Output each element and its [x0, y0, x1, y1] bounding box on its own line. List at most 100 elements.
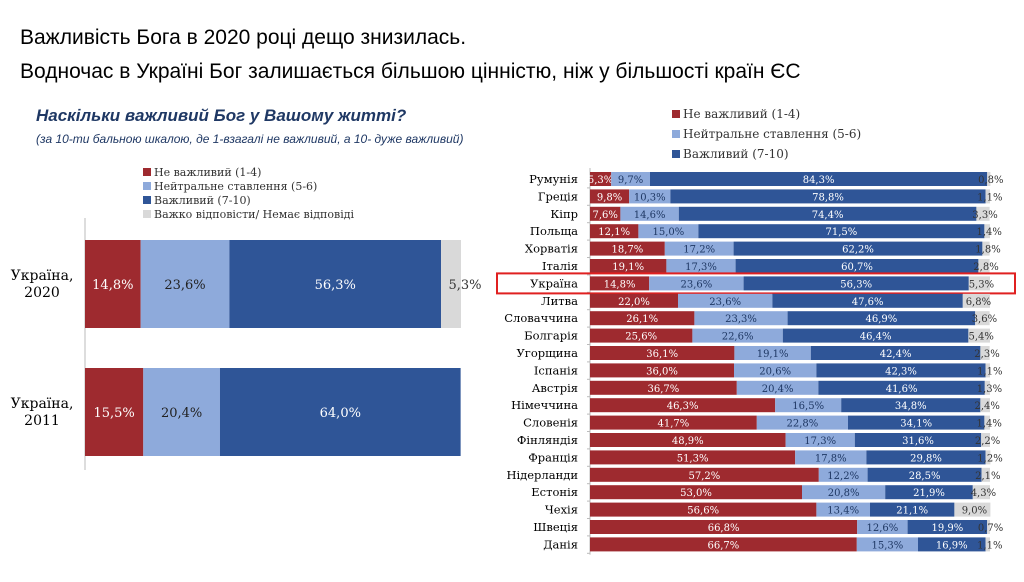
legend-item: Нейтральне ставлення (5-6): [143, 180, 354, 194]
data-label: 6,8%: [966, 297, 991, 308]
bar-segment: [857, 520, 908, 534]
data-label: 12,1%: [598, 227, 630, 238]
bar-segment: [649, 276, 744, 291]
legend-swatch: [143, 168, 151, 176]
bar-segment: [976, 206, 990, 221]
data-label: 17,2%: [683, 245, 715, 256]
bar-segment: [985, 363, 990, 378]
data-label: 20,4%: [161, 406, 202, 421]
data-label: 21,1%: [896, 506, 928, 517]
data-label: 56,3%: [315, 278, 356, 293]
category-label: Данія: [543, 537, 578, 551]
data-label: 23,6%: [164, 278, 205, 293]
bar-segment: [785, 433, 855, 447]
bar-segment: [980, 346, 990, 360]
data-label: 46,9%: [866, 314, 898, 325]
legend-item: Нейтральне ставлення (5-6): [672, 124, 861, 144]
category-label: Нідерланди: [506, 468, 578, 482]
data-label: 66,8%: [708, 523, 740, 534]
bar-segment: [620, 206, 679, 221]
data-label: 23,6%: [681, 279, 713, 290]
legend-swatch: [143, 210, 151, 218]
bar-segment: [590, 520, 858, 534]
bar-segment: [782, 328, 969, 343]
data-label: 56,6%: [687, 506, 719, 517]
legend-label: Важливий (7-10): [154, 194, 251, 207]
bar-segment: [854, 433, 982, 447]
category-label: Польща: [530, 224, 578, 238]
data-label: 1,1%: [977, 366, 1002, 377]
highlight-box: [496, 272, 1016, 295]
category-label: Італія: [542, 259, 578, 273]
bar-segment: [734, 363, 817, 378]
bar-segment: [590, 293, 678, 308]
data-label: 47,6%: [852, 297, 884, 308]
data-label: 28,5%: [909, 471, 941, 482]
bar-segment: [441, 240, 461, 328]
legend-label: Важко відповісти/ Немає відповіді: [154, 208, 354, 221]
bar-segment: [810, 346, 981, 360]
category-label: Австрія: [532, 381, 578, 395]
category-label: Іспанія: [534, 363, 578, 377]
category-label: Естонія: [531, 485, 578, 499]
bar-segment: [590, 241, 665, 256]
data-label: 36,7%: [648, 384, 680, 395]
category-label: Угорщина: [517, 346, 579, 360]
question-note: (за 10-ти бальною шкалою, де 1-взагалі н…: [36, 132, 464, 146]
data-label: 36,1%: [646, 349, 678, 360]
category-label: Фінляндія: [517, 433, 578, 447]
bar-segment: [968, 276, 990, 291]
data-label: 1,8%: [975, 245, 1000, 256]
bar-segment: [743, 276, 969, 291]
legend-label: Нейтральне ставлення (5-6): [154, 180, 318, 193]
legend-label: Не важливий (1-4): [683, 107, 801, 121]
data-label: 2,4%: [974, 401, 999, 412]
data-label: 2,8%: [973, 262, 998, 273]
bar-segment: [590, 380, 737, 395]
bar-segment: [775, 398, 842, 413]
legend-swatch: [143, 182, 151, 190]
bar-segment: [590, 328, 693, 343]
bar-segment: [734, 346, 811, 360]
data-label: 18,7%: [612, 245, 644, 256]
data-label: 14,8%: [604, 279, 636, 290]
bar-segment: [590, 398, 776, 413]
data-label: 9,8%: [597, 192, 622, 203]
data-label: 26,1%: [626, 314, 658, 325]
data-label: 17,3%: [685, 262, 717, 273]
bar-segment: [590, 311, 695, 326]
legend-item: Не важливий (1-4): [672, 104, 861, 124]
data-label: 14,6%: [634, 210, 666, 221]
bar-segment: [985, 537, 990, 552]
data-label: 1,2%: [977, 453, 1002, 464]
legend-item: Важливий (7-10): [672, 144, 861, 164]
category-label: Україна: [530, 276, 578, 290]
bar-segment: [848, 415, 985, 430]
bar-segment: [638, 224, 699, 239]
data-label: 20,4%: [762, 384, 794, 395]
category-label: Швеція: [533, 520, 578, 534]
data-label: 17,3%: [804, 436, 836, 447]
data-label: 5,3%: [448, 278, 481, 293]
data-label: 19,9%: [932, 523, 964, 534]
bar-segment: [984, 380, 990, 395]
data-label: 78,8%: [812, 192, 844, 203]
data-label: 23,6%: [709, 297, 741, 308]
data-label: 22,0%: [618, 297, 650, 308]
data-label: 2,2%: [975, 436, 1000, 447]
bar-segment: [756, 415, 848, 430]
data-label: 16,5%: [792, 401, 824, 412]
bar-segment: [802, 485, 886, 500]
category-label: Хорватія: [525, 242, 578, 256]
bar-segment: [694, 311, 788, 326]
category-label: Греція: [538, 189, 578, 203]
data-label: 13,4%: [827, 506, 859, 517]
bar-segment: [981, 433, 990, 447]
data-label: 20,6%: [759, 366, 791, 377]
bar-segment: [795, 450, 867, 465]
right-legend: Не важливий (1-4) Нейтральне ставлення (…: [672, 104, 861, 164]
data-label: 3,6%: [972, 314, 997, 325]
bar-segment: [984, 415, 990, 430]
data-label: 2,3%: [974, 349, 999, 360]
bar-segment: [980, 398, 990, 413]
